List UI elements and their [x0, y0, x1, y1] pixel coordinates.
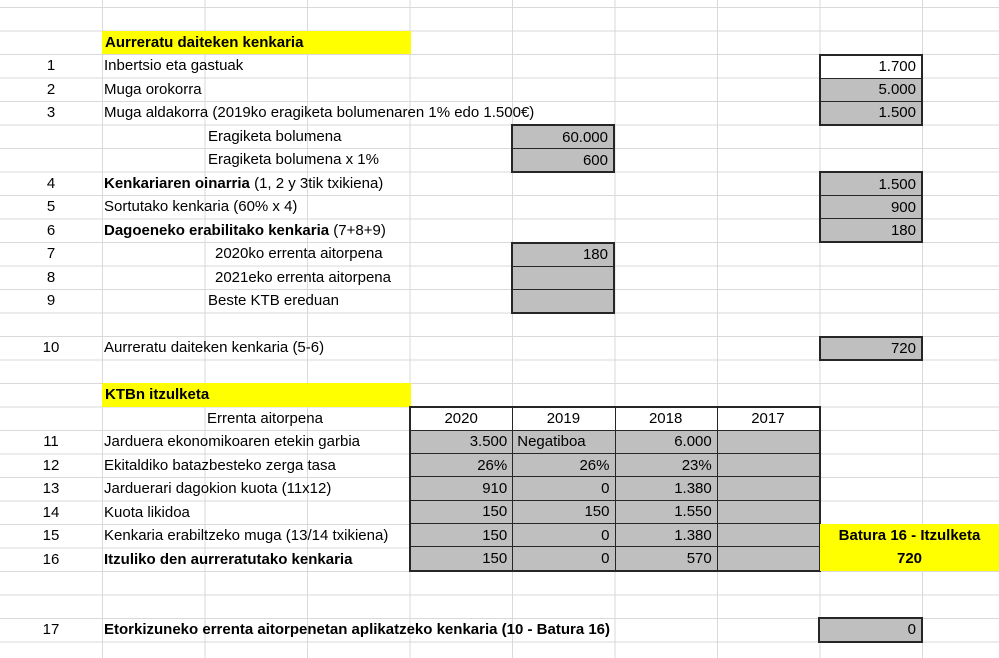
table-cell-r14-2020[interactable]: 150: [411, 500, 513, 523]
row-number-3: 3: [46, 104, 56, 121]
value-block-future: 0: [818, 616, 923, 643]
row-number-17: 17: [42, 621, 60, 638]
row-number-9: 9: [46, 292, 56, 309]
row-number-5: 5: [46, 198, 56, 215]
value-block-used: 180: [511, 241, 615, 314]
table-cell-r13-2020[interactable]: 910: [411, 477, 513, 500]
row-label-zerga-tasa: Ekitaldiko batazbesteko zerga tasa: [104, 456, 336, 474]
table-cell-r12-2019[interactable]: 26%: [513, 454, 615, 477]
row-number-15: 15: [42, 527, 60, 544]
row-label-inbertsio: Inbertsio eta gastuak: [104, 57, 244, 74]
table-cell-r11-2020[interactable]: 3.500: [411, 430, 513, 454]
table-cell-r14-2019[interactable]: 150: [513, 500, 615, 523]
section1-header: Aurreratu daiteken kenkaria: [102, 30, 411, 54]
row-label-eragiketa-bolumena-1pct: Eragiketa bolumena x 1%: [208, 151, 379, 168]
table-cell-r11-2018[interactable]: 6.000: [615, 430, 717, 454]
table-cell-r15-2019[interactable]: 0: [513, 523, 615, 547]
cell-erabilitako-value[interactable]: 180: [821, 219, 921, 241]
row-label-bold: Dagoeneko erabilitako kenkaria: [104, 221, 330, 239]
row-number-16: 16: [42, 550, 60, 568]
year-header-2020: 2020: [411, 407, 513, 430]
year-header-2017: 2017: [717, 407, 819, 430]
row-label-eragiketa-bolumena: Eragiketa bolumena: [208, 127, 342, 145]
section2-header: KTBn itzulketa: [102, 383, 411, 407]
cell-muga-orokorra-value[interactable]: 5.000: [821, 78, 921, 101]
cell-etorkizuneko-value[interactable]: 0: [820, 618, 921, 641]
table-cell-r12-2020[interactable]: 26%: [411, 454, 513, 477]
cell-oinarria-value[interactable]: 1.500: [821, 173, 921, 195]
value-block-advance: 720: [819, 335, 923, 361]
row-label-beste-ktb: Beste KTB ereduan: [208, 292, 339, 309]
row-number-14: 14: [42, 503, 60, 521]
table-cell-r13-2017[interactable]: [717, 477, 819, 500]
returns-table: 2020 2019 2018 2017 3.500 Negatiboa 6.00…: [409, 405, 821, 572]
year-header-2018: 2018: [615, 407, 717, 430]
row-number-1: 1: [46, 57, 56, 74]
row-number-10: 10: [42, 339, 60, 356]
row-number-13: 13: [42, 480, 60, 497]
row-label-2021eko-aitorpena: 2021eko errenta aitorpena: [215, 268, 391, 286]
table-label-errenta-aitorpena: Errenta aitorpena: [207, 409, 323, 427]
table-cell-r15-2018[interactable]: 1.380: [615, 523, 717, 547]
table-cell-r13-2018[interactable]: 1.380: [615, 477, 717, 500]
cell-2020ko-value[interactable]: 180: [513, 243, 613, 266]
cell-eragiketa-bolumena-1pct-value[interactable]: 600: [513, 149, 613, 171]
cell-2021eko-value[interactable]: [513, 266, 613, 289]
row-label-sortutako-kenkaria: Sortutako kenkaria (60% x 4): [104, 198, 298, 215]
row-number-4: 4: [46, 174, 56, 192]
table-cell-r11-2017[interactable]: [717, 430, 819, 454]
row-label-kuota-likidoa: Kuota likidoa: [104, 503, 190, 521]
row-number-8: 8: [46, 268, 56, 286]
row-number-7: 7: [46, 245, 56, 262]
row-label-bold: Kenkariaren oinarria: [104, 174, 250, 192]
cell-aurreratu-value[interactable]: 720: [821, 337, 921, 359]
row-label-tail: (1, 2 y 3tik txikiena): [249, 174, 384, 192]
table-cell-r15-2020[interactable]: 150: [411, 523, 513, 547]
row-label-kenkariaren-oinarria: Kenkariaren oinarria (1, 2 y 3tik txikie…: [104, 172, 383, 196]
table-cell-r16-2018[interactable]: 570: [615, 547, 717, 570]
cell-muga-aldakorra-value[interactable]: 1.500: [821, 101, 921, 124]
row-label-2020ko-aitorpena: 2020ko errenta aitorpena: [215, 245, 383, 262]
table-cell-r15-2017[interactable]: [717, 523, 819, 547]
row-number-12: 12: [42, 456, 60, 474]
row-label-aurreratu-daiteken: Aurreratu daiteken kenkaria (5-6): [104, 339, 325, 356]
table-cell-r16-2017[interactable]: [717, 547, 819, 570]
row-number-2: 2: [46, 80, 56, 98]
value-block-kenkaria: 1.500 900 180: [819, 171, 923, 243]
row-label-itzuliko-den: Itzuliko den aurreratutako kenkaria: [104, 550, 353, 568]
table-cell-r14-2017[interactable]: [717, 500, 819, 523]
cell-beste-ktb-value[interactable]: [513, 289, 613, 312]
row-label-dagokion-kuota: Jarduerari dagokion kuota (11x12): [104, 480, 332, 497]
table-cell-r14-2018[interactable]: 1.550: [615, 500, 717, 523]
table-cell-r13-2019[interactable]: 0: [513, 477, 615, 500]
value-block-volume: 60.000 600: [511, 124, 615, 173]
table-cell-r12-2018[interactable]: 23%: [615, 454, 717, 477]
cell-eragiketa-bolumena-value[interactable]: 60.000: [513, 126, 613, 148]
row-label-erabiltzeko-muga: Kenkaria erabiltzeko muga (13/14 txikien…: [104, 527, 389, 544]
batura-summary-title: Batura 16 - Itzulketa: [838, 526, 981, 544]
row-label-muga-aldakorra: Muga aldakorra (2019ko eragiketa bolumen…: [104, 104, 535, 121]
batura-summary-value: 720: [896, 550, 923, 567]
table-cell-r16-2019[interactable]: 0: [513, 547, 615, 570]
batura-summary: Batura 16 - Itzulketa 720: [820, 523, 999, 571]
row-label-dagoeneko-erabilitako: Dagoeneko erabilitako kenkaria (7+8+9): [104, 219, 386, 243]
row-label-etekin-garbia: Jarduera ekonomikoaren etekin garbia: [104, 433, 360, 450]
table-cell-r11-2019[interactable]: Negatiboa: [513, 430, 615, 454]
row-label-tail: (7+8+9): [329, 221, 386, 239]
year-header-2019: 2019: [513, 407, 615, 430]
row-number-6: 6: [46, 221, 56, 239]
table-cell-r12-2017[interactable]: [717, 454, 819, 477]
table-cell-r16-2020[interactable]: 150: [411, 547, 513, 570]
row-label-muga-orokorra: Muga orokorra: [104, 80, 202, 98]
row-label-etorkizuneko: Etorkizuneko errenta aitorpenetan aplika…: [104, 621, 611, 638]
value-block-limits: 1.700 5.000 1.500: [819, 53, 923, 126]
cell-sortutako-value[interactable]: 900: [821, 196, 921, 218]
cell-inbertsio-value[interactable]: 1.700: [821, 55, 921, 78]
row-number-11: 11: [43, 433, 59, 450]
